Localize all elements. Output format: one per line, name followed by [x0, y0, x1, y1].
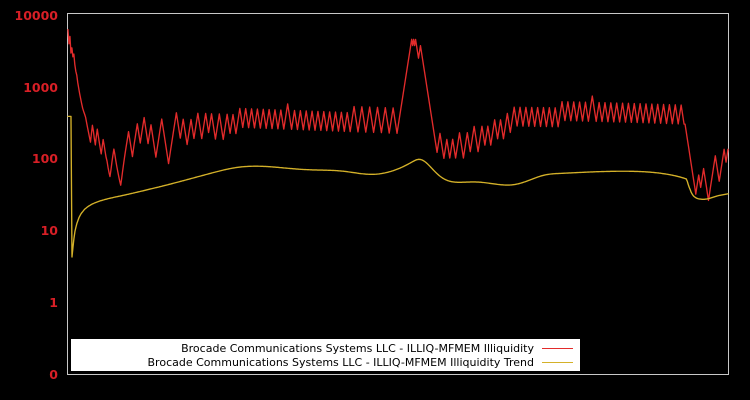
ytick-label-100: 100	[31, 151, 58, 166]
legend-entry-illiquidity-trend: Brocade Communications Systems LLC - ILL…	[71, 355, 580, 369]
ytick-label-1: 1	[49, 295, 58, 310]
ytick-label-10000: 10000	[14, 8, 59, 23]
ytick-label-10: 10	[40, 223, 58, 238]
legend-line-swatch-illiquidity-trend	[542, 357, 573, 368]
chart-legend: Brocade Communications Systems LLC - ILL…	[71, 339, 580, 371]
series-layer	[67, 28, 729, 258]
legend-label-illiquidity-trend: Brocade Communications Systems LLC - ILL…	[147, 355, 534, 369]
series-line-illiquidity_trend	[67, 115, 729, 258]
legend-line-swatch-illiquidity	[542, 343, 573, 354]
series-line-illiquidity	[67, 28, 729, 202]
legend-label-illiquidity: Brocade Communications Systems LLC - ILL…	[181, 341, 534, 355]
ytick-label-1000: 1000	[23, 80, 58, 95]
legend-entry-illiquidity: Brocade Communications Systems LLC - ILL…	[71, 341, 580, 355]
ytick-label-0: 0	[49, 367, 58, 382]
